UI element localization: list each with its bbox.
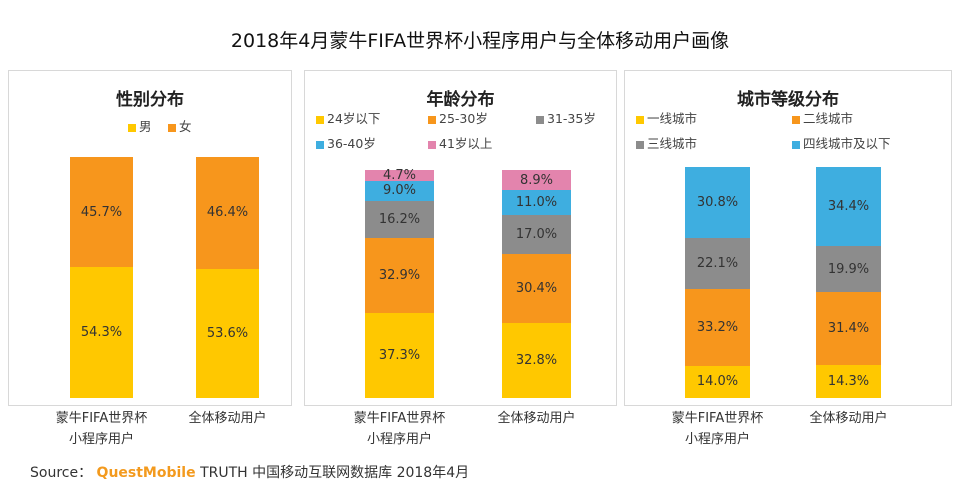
x-axis-label: 全体移动用户 (188, 411, 267, 426)
source-note: Source： QuestMobile TRUTH 中国移动互联网数据库 201… (30, 462, 469, 482)
bar-segment: 53.6% (196, 268, 259, 398)
legend-swatch (792, 115, 800, 124)
legend-swatch (316, 115, 324, 124)
chart-panel: 性别分布 (8, 70, 292, 406)
bar-segment: 14.0% (685, 365, 750, 398)
legend-item: 41岁以上 (428, 133, 492, 152)
panel-title: 性别分布 (116, 90, 184, 110)
x-axis-label: 蒙牛FIFA世界杯 小程序用户 (55, 411, 148, 447)
legend-label: 四线城市及以下 (803, 136, 891, 151)
legend-label: 一线城市 (647, 111, 698, 126)
legend-swatch (536, 115, 544, 124)
bar-segment: 4.7% (365, 168, 434, 183)
bar-segment: 11.0% (502, 190, 571, 216)
bar-segment: 16.2% (365, 201, 434, 239)
legend-item: 男 (128, 116, 152, 135)
bar-segment: 46.4% (196, 157, 259, 269)
legend-swatch (428, 140, 436, 149)
panel-title: 年龄分布 (426, 90, 495, 110)
legend-item: 三线城市 (636, 133, 697, 152)
legend-item: 24岁以下 (316, 108, 380, 127)
legend-swatch (636, 140, 644, 149)
source-text: TRUTH 中国移动互联网数据库 2018年4月 (200, 465, 470, 481)
bar-segment: 37.3% (365, 313, 434, 398)
bar-segment: 14.3% (816, 364, 881, 398)
chart-panel: 年龄分布 (304, 70, 617, 406)
bar-segment: 33.2% (685, 289, 750, 366)
legend-item: 一线城市 (636, 108, 697, 127)
bar-segment: 31.4% (816, 292, 881, 365)
x-axis-label: 全体移动用户 (809, 411, 888, 426)
source-brand: QuestMobile (96, 465, 196, 481)
legend-swatch (168, 123, 176, 132)
legend-label: 31-35岁 (547, 111, 596, 126)
legend-swatch (792, 140, 800, 149)
legend-swatch (316, 140, 324, 149)
panel-title: 城市等级分布 (737, 90, 839, 110)
legend-item: 女 (168, 116, 192, 135)
legend-label: 25-30岁 (439, 111, 488, 126)
legend-item: 25-30岁 (428, 108, 488, 127)
legend-swatch (428, 115, 436, 124)
chart-panel: 城市等级分布 (624, 70, 952, 406)
legend-label: 24岁以下 (327, 111, 381, 126)
bar-segment: 32.8% (502, 323, 571, 398)
bar-segment: 54.3% (70, 267, 133, 398)
legend-label: 41岁以上 (439, 136, 493, 151)
legend-label: 二线城市 (803, 111, 854, 126)
source-label: Source： (30, 465, 93, 481)
bar-segment: 17.0% (502, 215, 571, 255)
bar-segment: 32.9% (365, 238, 434, 314)
legend-item: 36-40岁 (316, 133, 376, 152)
bar-segment: 9.0% (365, 180, 434, 202)
bar-segment: 45.7% (70, 157, 133, 268)
bar-segment: 30.4% (502, 254, 571, 324)
legend-label: 男 (139, 119, 152, 134)
legend-label: 36-40岁 (327, 136, 376, 151)
x-axis-label: 蒙牛FIFA世界杯 小程序用户 (353, 411, 446, 447)
legend-item: 31-35岁 (536, 108, 596, 127)
x-axis-label: 蒙牛FIFA世界杯 小程序用户 (671, 411, 764, 447)
legend-swatch (636, 115, 644, 124)
bar-segment: 8.9% (502, 170, 571, 191)
legend-item: 二线城市 (792, 108, 853, 127)
legend-item: 四线城市及以下 (792, 133, 891, 152)
bar-segment: 30.8% (685, 167, 750, 239)
legend-swatch (128, 123, 136, 132)
bar-segment: 19.9% (816, 246, 881, 293)
x-axis-label: 全体移动用户 (497, 411, 576, 426)
legend-label: 三线城市 (647, 136, 698, 151)
bar-segment: 22.1% (685, 238, 750, 290)
chart-title: 2018年4月蒙牛FIFA世界杯小程序用户与全体移动用户画像 (230, 30, 730, 52)
bar-segment: 34.4% (816, 167, 881, 247)
legend-label: 女 (179, 119, 192, 134)
